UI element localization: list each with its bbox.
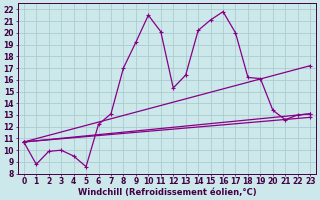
X-axis label: Windchill (Refroidissement éolien,°C): Windchill (Refroidissement éolien,°C) <box>78 188 256 197</box>
